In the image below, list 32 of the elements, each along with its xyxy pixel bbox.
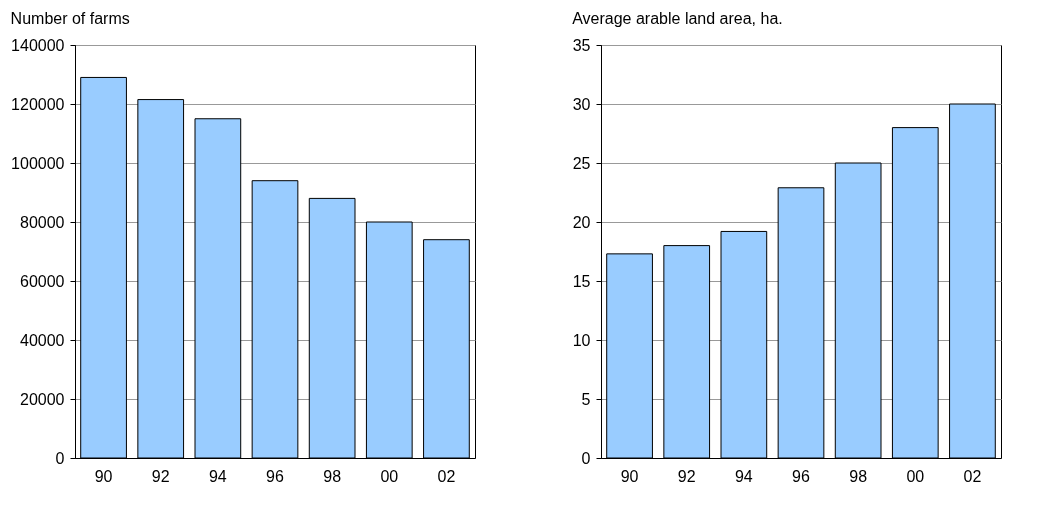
y-tick-label: 25: [572, 154, 591, 172]
x-tick-label: 90: [94, 467, 113, 485]
y-tick-label: 30: [572, 95, 591, 113]
y-tick-label: 20: [572, 213, 591, 231]
x-tick-label: 92: [151, 467, 170, 485]
y-tick-label: 100000: [11, 154, 65, 172]
y-tick-label: 140000: [11, 36, 65, 54]
y-tick-label: 15: [572, 272, 591, 290]
x-tick-label: 90: [620, 467, 639, 485]
x-tick-label: 94: [734, 467, 753, 485]
y-tick-label: 5: [581, 390, 591, 408]
x-tick-label: 98: [323, 467, 342, 485]
y-tick-label: 0: [55, 449, 65, 467]
x-tick-label: 02: [437, 467, 456, 485]
x-tick-label: 00: [380, 467, 399, 485]
y-tick-label: 0: [581, 449, 591, 467]
chart-title: Number of farms: [10, 10, 130, 27]
y-tick-label: 10: [572, 331, 591, 349]
y-tick-label: 40000: [20, 331, 65, 349]
x-tick-label: 96: [792, 467, 810, 485]
y-tick-label: 60000: [20, 272, 65, 290]
x-tick-label: 92: [677, 467, 696, 485]
chart-title: Average arable land area, ha.: [572, 10, 783, 27]
x-tick-label: 00: [906, 467, 925, 485]
x-tick-label: 96: [266, 467, 284, 485]
y-tick-label: 120000: [11, 95, 65, 113]
y-tick-label: 35: [572, 36, 591, 54]
y-tick-label: 80000: [20, 213, 65, 231]
x-tick-label: 02: [963, 467, 982, 485]
x-tick-label: 94: [208, 467, 227, 485]
y-tick-label: 20000: [20, 390, 65, 408]
x-tick-label: 98: [849, 467, 868, 485]
